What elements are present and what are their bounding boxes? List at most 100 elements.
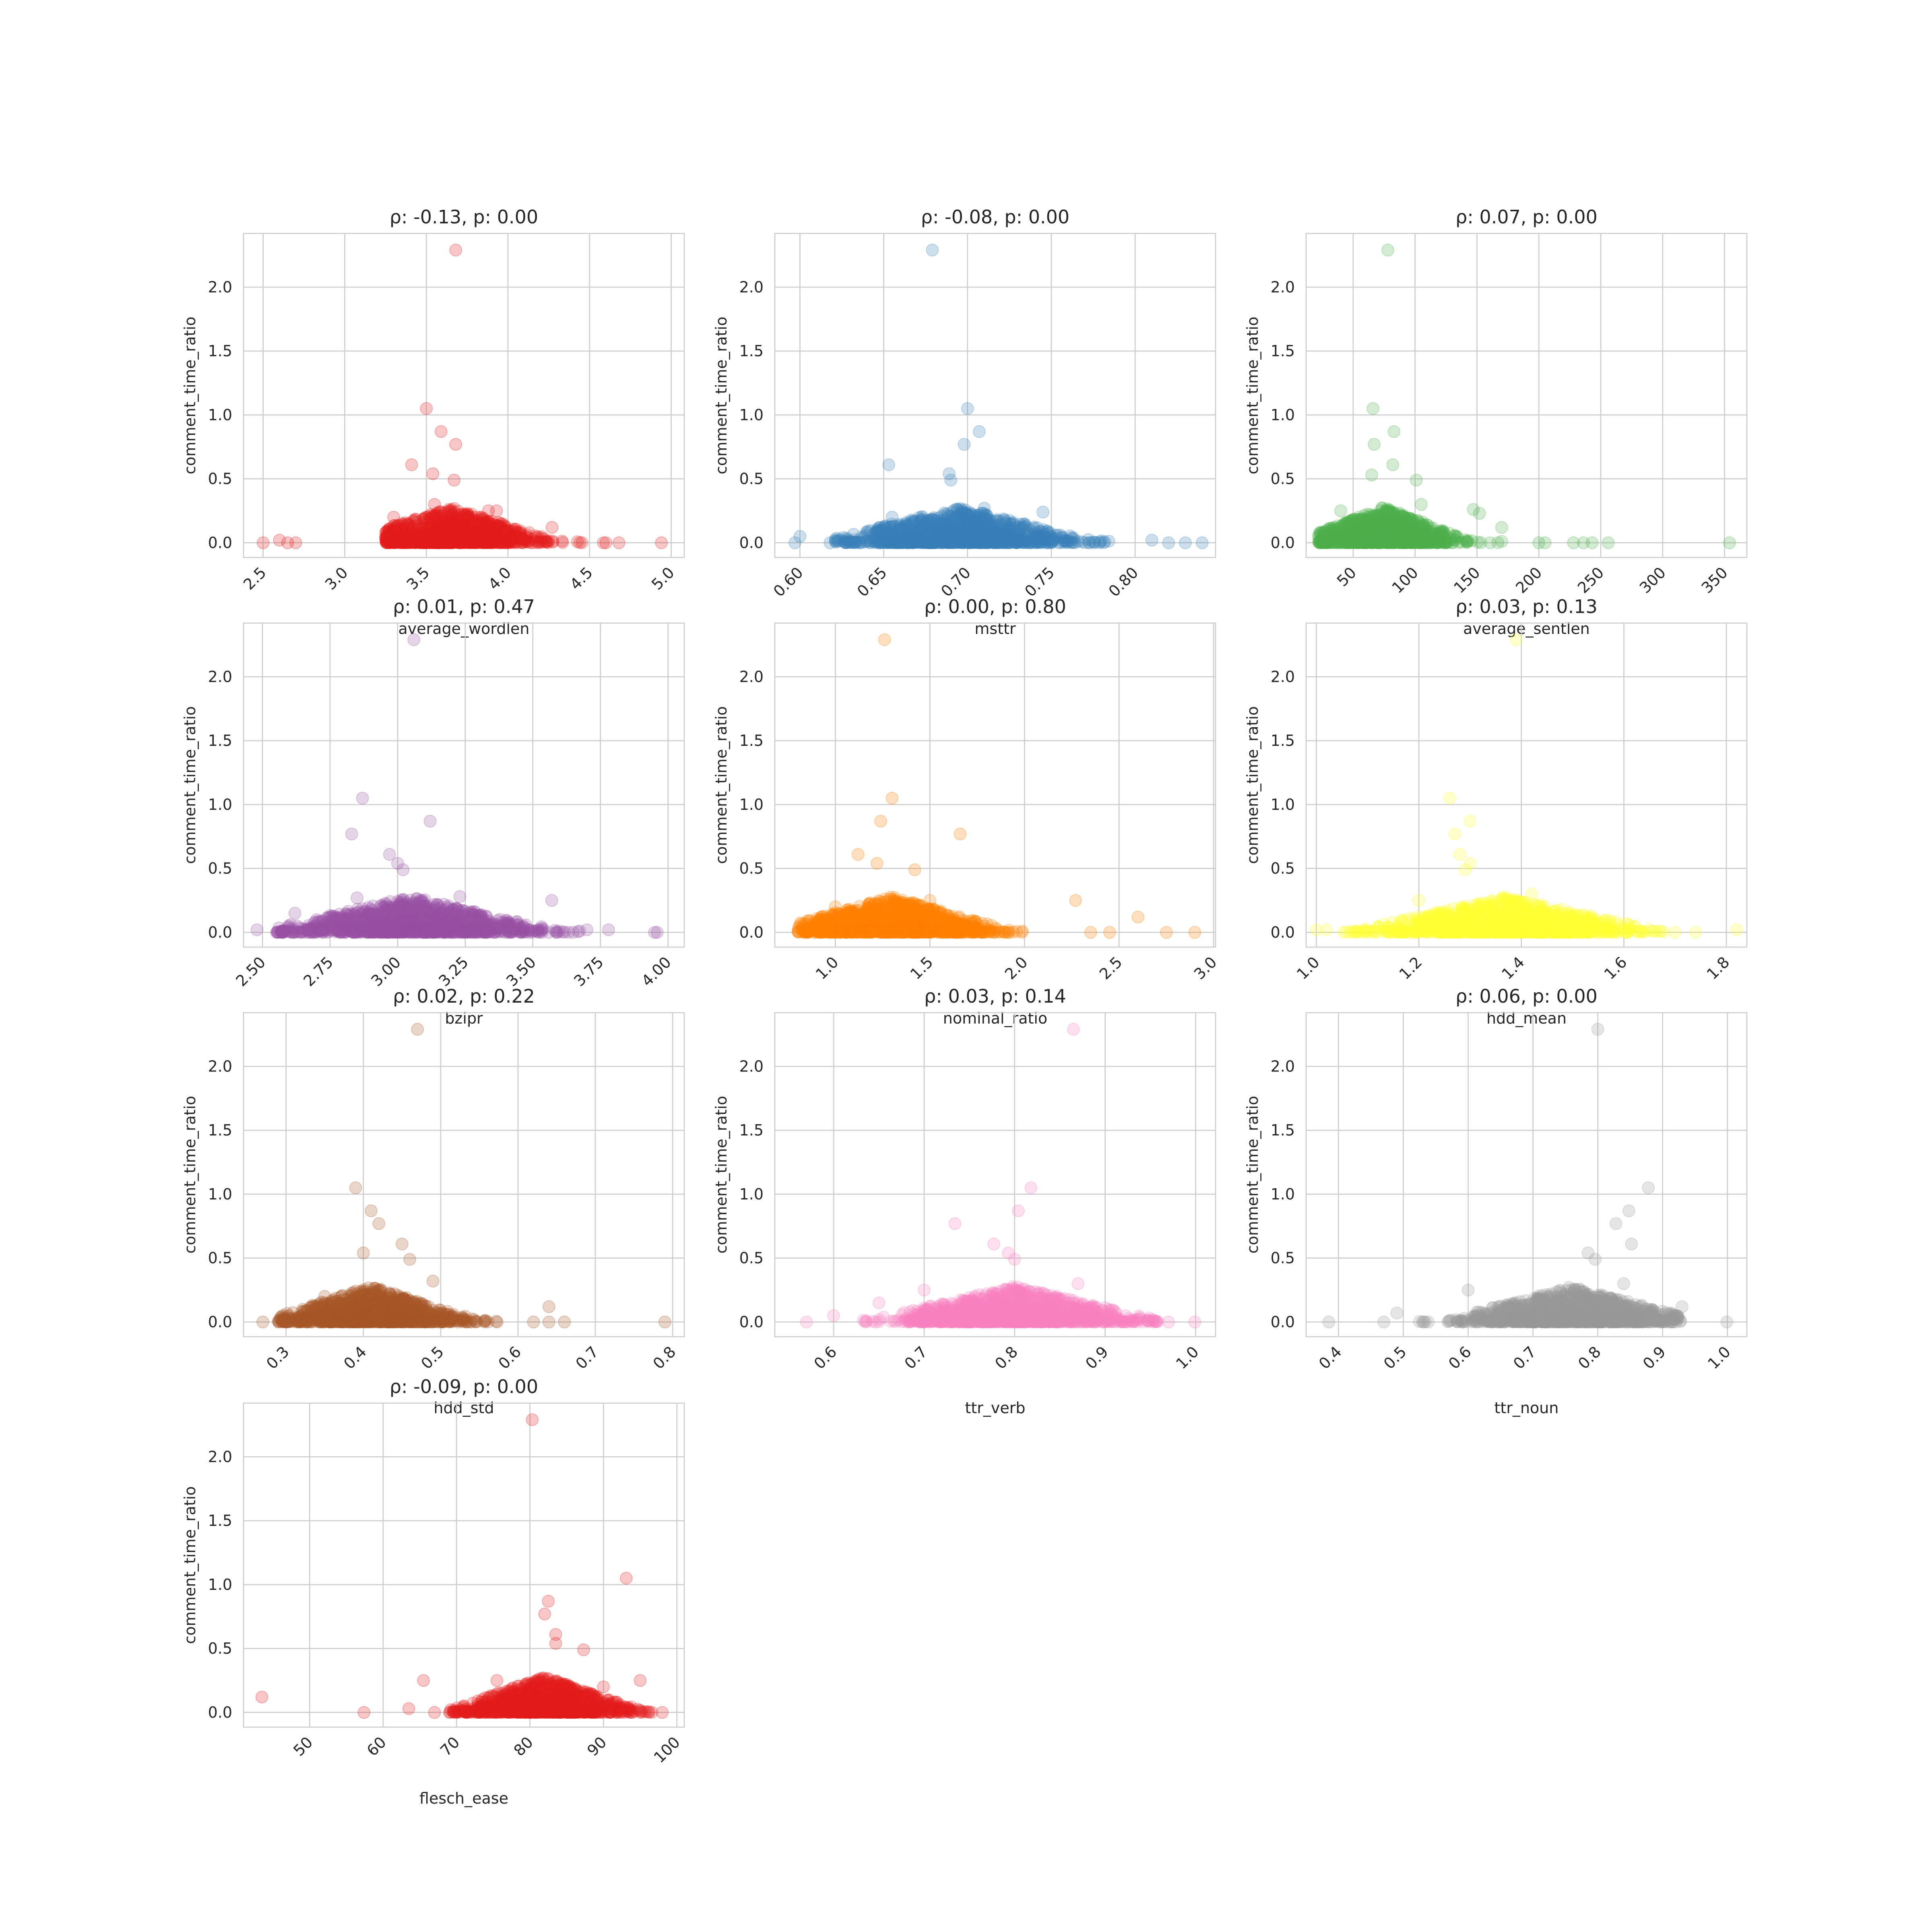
chart-1-point: [289, 536, 302, 549]
chart-2-x-tick-label: 0.60: [770, 564, 807, 600]
chart-1-cluster-point: [399, 533, 412, 546]
chart-1-cluster-point: [448, 533, 461, 546]
chart-1-cluster-point: [461, 530, 474, 543]
chart-1-point: [428, 498, 441, 511]
chart-1-cluster-point: [422, 533, 435, 545]
chart-1-cluster-point: [443, 516, 456, 529]
chart-1-point: [490, 504, 503, 517]
chart-1-cluster-point: [437, 521, 450, 534]
chart-1-cluster-point: [469, 530, 482, 544]
chart-1-cluster-point: [399, 526, 412, 540]
chart-2-x-tick-label: 0.75: [1021, 564, 1058, 600]
chart-2-cluster-point: [965, 535, 978, 548]
chart-1-point: [420, 402, 433, 415]
chart-4-cluster-point: [562, 926, 575, 939]
chart-1-cluster-point: [414, 536, 427, 549]
chart-4-y-axis-label: comment_time_ratio: [181, 706, 199, 864]
chart-2-points: [788, 244, 1209, 549]
chart-1-cluster-point: [471, 528, 485, 541]
chart-1-cluster-point: [452, 535, 466, 548]
chart-1-cluster-point: [459, 535, 473, 548]
chart-3-points: [1312, 244, 1736, 549]
chart-2-cluster-point: [927, 514, 940, 527]
chart-2-point: [1036, 506, 1049, 519]
chart-1-cluster-point: [454, 536, 467, 549]
chart-1-cluster-point: [489, 519, 502, 532]
chart-1-cluster-point: [496, 523, 510, 536]
chart-4-point: [396, 863, 410, 876]
chart-1-cluster-point: [458, 522, 471, 535]
chart-1-cluster-point: [483, 536, 497, 549]
chart-1-cluster-point: [460, 525, 473, 538]
chart-2-point: [961, 402, 974, 415]
chart-4-cluster-point: [450, 925, 463, 938]
chart-4-cluster-point: [294, 925, 307, 939]
chart-1-cluster-point: [431, 535, 445, 548]
chart-1-cluster-point: [395, 533, 408, 546]
chart-1-cluster-point: [430, 535, 444, 547]
chart-1-cluster-point: [454, 536, 467, 549]
chart-1-cluster-point: [479, 525, 492, 539]
chart-1-point: [449, 438, 462, 451]
chart-1-cluster-point: [476, 525, 489, 539]
chart-2-y-tick-label: 0.0: [739, 534, 764, 551]
chart-1-cluster-point: [411, 535, 423, 549]
chart-1-cluster-point: [444, 536, 457, 549]
chart-1-cluster-point: [456, 530, 469, 543]
chart-1-cluster-point: [401, 518, 414, 530]
chart-1-cluster-point: [407, 514, 420, 527]
chart-1-cluster-point: [461, 534, 474, 547]
chart-1-cluster-point: [427, 535, 440, 548]
chart-1-cluster-point: [383, 522, 396, 536]
chart-1-cluster-point: [455, 530, 469, 543]
chart-1-cluster-point: [456, 536, 469, 549]
chart-4-x-tick-label: 3.75: [570, 953, 607, 990]
chart-1-cluster-point: [384, 524, 396, 537]
chart-4-x-tick-label: 3.25: [435, 953, 472, 990]
chart-1-cluster-point: [503, 535, 516, 548]
chart-4-x-tick-label: 2.75: [300, 953, 336, 990]
chart-4-x-tick-label: 3.00: [367, 953, 404, 990]
chart-1-point: [545, 521, 559, 534]
chart-1-plot-frame: [243, 233, 685, 558]
chart-1-cluster-point: [465, 534, 478, 547]
chart-4-y-tick-label: 2.0: [208, 668, 232, 685]
chart-2-cluster-point: [919, 524, 932, 537]
chart-1-cluster-point: [485, 523, 498, 536]
chart-1-cluster-point: [464, 520, 477, 533]
chart-3-point: [1585, 536, 1599, 549]
chart-3-point: [1473, 507, 1486, 520]
chart-1-cluster-point: [438, 528, 451, 541]
chart-1-cluster-point: [428, 510, 442, 523]
chart-1-cluster-point: [443, 533, 456, 546]
chart-1-cluster-point: [454, 526, 467, 539]
chart-1-cluster-point: [494, 536, 507, 549]
chart-1: 0.00.51.01.52.02.5 3.0 3.5 4.0 4.5 5.0ρ: -0.1…: [181, 206, 685, 638]
chart-2-y-tick-label: 0.5: [739, 470, 764, 488]
chart-2-point: [944, 474, 957, 487]
chart-1-cluster-point: [413, 536, 427, 549]
chart-1-cluster-point: [472, 523, 485, 536]
chart-1-cluster-point: [432, 512, 445, 525]
chart-1-cluster-point: [460, 522, 473, 535]
chart-1-cluster-point: [452, 523, 466, 536]
chart-1-cluster-point: [394, 524, 407, 537]
chart-2-title: ρ: -0.08, p: 0.00: [921, 206, 1069, 228]
chart-1-cluster-point: [475, 533, 489, 545]
chart-3-x-axis-label: average_sentlen: [1463, 620, 1590, 638]
chart-1-cluster-point: [529, 531, 542, 544]
chart-1-cluster-point: [482, 523, 495, 536]
chart-3-point: [1387, 425, 1401, 438]
chart-1-cluster-point: [429, 508, 443, 521]
chart-1-cluster-point: [436, 535, 449, 548]
chart-1-cluster-point: [413, 529, 427, 542]
chart-1-cluster-point: [455, 518, 468, 531]
chart-1-cluster-point: [432, 536, 445, 549]
chart-4-point: [423, 815, 437, 828]
chart-1-cluster-point: [429, 536, 442, 549]
chart-1-cluster-point: [452, 533, 465, 547]
chart-4-point: [288, 907, 301, 920]
chart-1-cluster-point: [429, 536, 442, 549]
chart-1-cluster-point: [429, 516, 442, 529]
chart-1-cluster-point: [433, 532, 446, 545]
